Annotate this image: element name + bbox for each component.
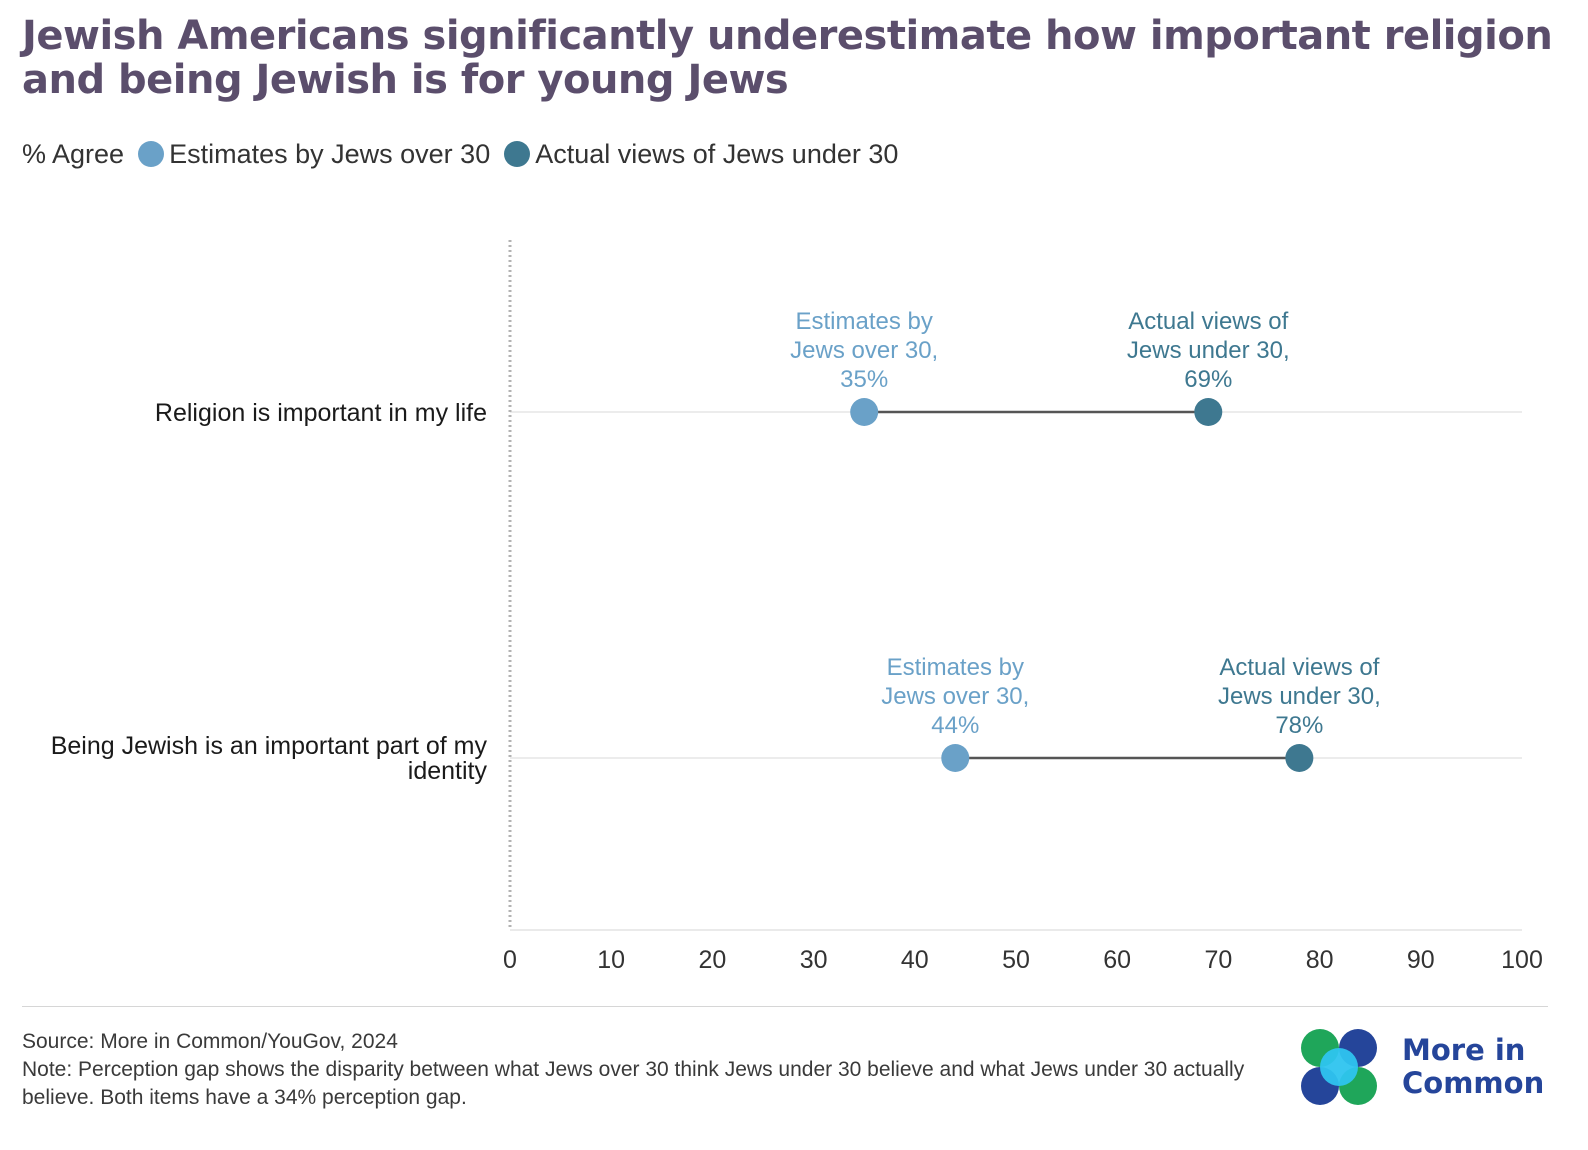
actual-data-label: Actual views of (1219, 654, 1379, 681)
x-tick-label: 50 (1002, 946, 1030, 974)
estimate-data-label: Estimates by (796, 308, 933, 335)
chart-title: Jewish Americans significantly underesti… (22, 13, 1553, 103)
x-tick-label: 10 (597, 946, 625, 974)
category-label: identity (408, 757, 488, 785)
x-tick-label: 60 (1103, 946, 1131, 974)
x-tick-label: 100 (1501, 946, 1543, 974)
x-tick-label: 20 (698, 946, 726, 974)
actual-dot (1285, 744, 1314, 772)
actual-data-label: 78% (1275, 712, 1323, 739)
actual-data-label: Jews under 30, (1218, 683, 1381, 710)
legend-label-estimates: Estimates by Jews over 30 (169, 138, 491, 169)
x-tick-label: 30 (800, 946, 828, 974)
x-tick-label: 90 (1407, 946, 1435, 974)
estimate-data-label: Jews over 30, (881, 683, 1029, 710)
category-label: Being Jewish is an important part of my (51, 732, 488, 760)
legend-swatch-estimates (138, 141, 165, 167)
estimate-dot (941, 744, 970, 772)
estimate-data-label: 35% (840, 366, 888, 393)
actual-dot (1194, 398, 1223, 426)
legend-lead: % Agree (22, 138, 125, 169)
x-tick-label: 80 (1306, 946, 1334, 974)
actual-data-label: 69% (1184, 366, 1232, 393)
source-note: Source: More in Common/YouGov, 2024 (22, 1030, 398, 1053)
more-in-common-logo-icon (1301, 1029, 1377, 1105)
x-tick-label: 70 (1204, 946, 1232, 974)
estimate-data-label: Jews over 30, (790, 337, 938, 364)
legend: % Agree Estimates by Jews over 30 Actual… (22, 136, 898, 172)
logo-wordmark: More in Common (1402, 1034, 1544, 1100)
actual-data-label: Actual views of (1128, 308, 1288, 335)
perception-gap-note: Note: Perception gap shows the disparity… (22, 1058, 1245, 1109)
dumbbell-chart: 0 10 20 30 40 50 60 70 80 90 100 Religion is import… (51, 240, 1543, 974)
category-label: Religion is important in my life (155, 399, 487, 427)
logo-line-2: Common (1402, 1066, 1545, 1100)
estimate-data-label: Estimates by (887, 654, 1024, 681)
legend-label-actual: Actual views of Jews under 30 (535, 138, 899, 169)
legend-swatch-actual (504, 141, 531, 167)
actual-data-label: Jews under 30, (1127, 337, 1290, 364)
estimate-data-label: 44% (931, 712, 979, 739)
x-tick-label: 0 (503, 946, 517, 974)
footer-divider (22, 1006, 1548, 1007)
logo-line-1: More in (1402, 1033, 1526, 1067)
x-tick-label: 40 (901, 946, 929, 974)
estimate-dot (850, 398, 879, 426)
